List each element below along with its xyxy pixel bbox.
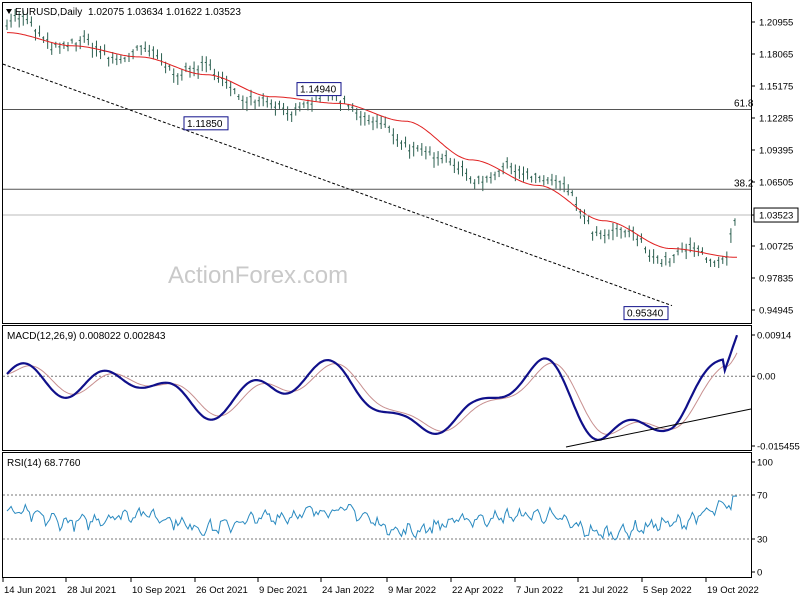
price-label-box <box>623 306 669 321</box>
price-y-label: 1.09395 <box>759 146 793 157</box>
rsi-y-label: 0 <box>757 568 762 579</box>
x-tick-label: 21 Jul 2022 <box>579 585 628 596</box>
rsi-title: RSI(14) 68.7760 <box>7 458 81 469</box>
price-label-text: 0.95340 <box>627 309 664 320</box>
macd-panel-frame <box>2 325 752 451</box>
macd-layer <box>3 334 752 448</box>
price-y-label: 1.12285 <box>759 114 793 125</box>
rsi-panel-frame <box>2 452 752 578</box>
rsi-layer <box>3 494 751 541</box>
x-tick-label: 9 Dec 2021 <box>259 585 308 596</box>
price-y-label: 1.15175 <box>759 82 793 93</box>
macd-signal-line <box>6 352 738 435</box>
fib-level-label: 38.2 <box>734 178 754 189</box>
rsi-y-label: 70 <box>757 491 768 502</box>
price-y-label: 0.94945 <box>759 306 793 317</box>
watermark: ActionForex.com <box>168 262 348 289</box>
x-tick-label: 10 Sep 2021 <box>132 585 186 596</box>
macd-trend-line <box>565 408 752 448</box>
macd-line <box>6 334 739 441</box>
rsi-line <box>6 495 737 541</box>
rsi-y-label: 30 <box>757 535 768 546</box>
macd-y-label: -0.015455 <box>757 442 800 453</box>
macd-y-label: 0.00 <box>757 372 776 383</box>
macd-y-label: 0.00914 <box>757 331 791 342</box>
macd-title: MACD(12,26,9) 0.008022 0.002843 <box>7 331 166 342</box>
price-label-text: 1.14940 <box>300 85 337 96</box>
header-symbol: EURUSD,Daily <box>15 7 82 18</box>
price-label-box <box>296 82 342 97</box>
y-axis-layer: 1.20955 1.18065 1.15175 1.12285 1.09395 1.065… <box>751 18 800 579</box>
fib-level-label: 61.8 <box>734 99 754 110</box>
price-panel-frame <box>2 2 752 324</box>
price-y-label: 1.20955 <box>759 18 793 29</box>
x-tick-label: 24 Jan 2022 <box>322 585 374 596</box>
moving-average-line <box>7 32 737 258</box>
x-tick-label: 19 Oct 2022 <box>707 585 759 596</box>
x-tick-label: 22 Apr 2022 <box>452 585 503 596</box>
x-axis-layer: 14 Jun 2021 28 Jul 2021 10 Sep 2021 26 Oct … <box>2 578 759 596</box>
header-triangle-icon <box>6 9 12 14</box>
price-y-label: 1.00725 <box>759 242 793 253</box>
x-tick-label: 14 Jun 2021 <box>4 585 56 596</box>
price-y-label: 0.97835 <box>759 274 793 285</box>
header-ohlc: 1.02075 1.03634 1.01622 1.03523 <box>88 7 241 18</box>
price-label-box <box>183 116 229 131</box>
x-tick-label: 9 Mar 2022 <box>388 585 436 596</box>
x-tick-label: 7 Jun 2022 <box>516 585 563 596</box>
price-layer: 61.8 38.2 1.14940 1.11850 0.95340 <box>2 8 754 321</box>
price-y-label: 1.06505 <box>759 178 793 189</box>
x-tick-label: 28 Jul 2021 <box>67 585 116 596</box>
price-y-label: 1.18065 <box>759 50 793 61</box>
price-label-text: 1.11850 <box>187 119 223 130</box>
x-tick-label: 5 Sep 2022 <box>643 585 692 596</box>
x-tick-label: 26 Oct 2021 <box>196 585 248 596</box>
current-price-box <box>753 207 799 223</box>
price-y-label: 1.03523 <box>759 211 793 222</box>
rsi-y-label: 100 <box>757 458 773 469</box>
dashed-trend-line <box>2 63 673 307</box>
